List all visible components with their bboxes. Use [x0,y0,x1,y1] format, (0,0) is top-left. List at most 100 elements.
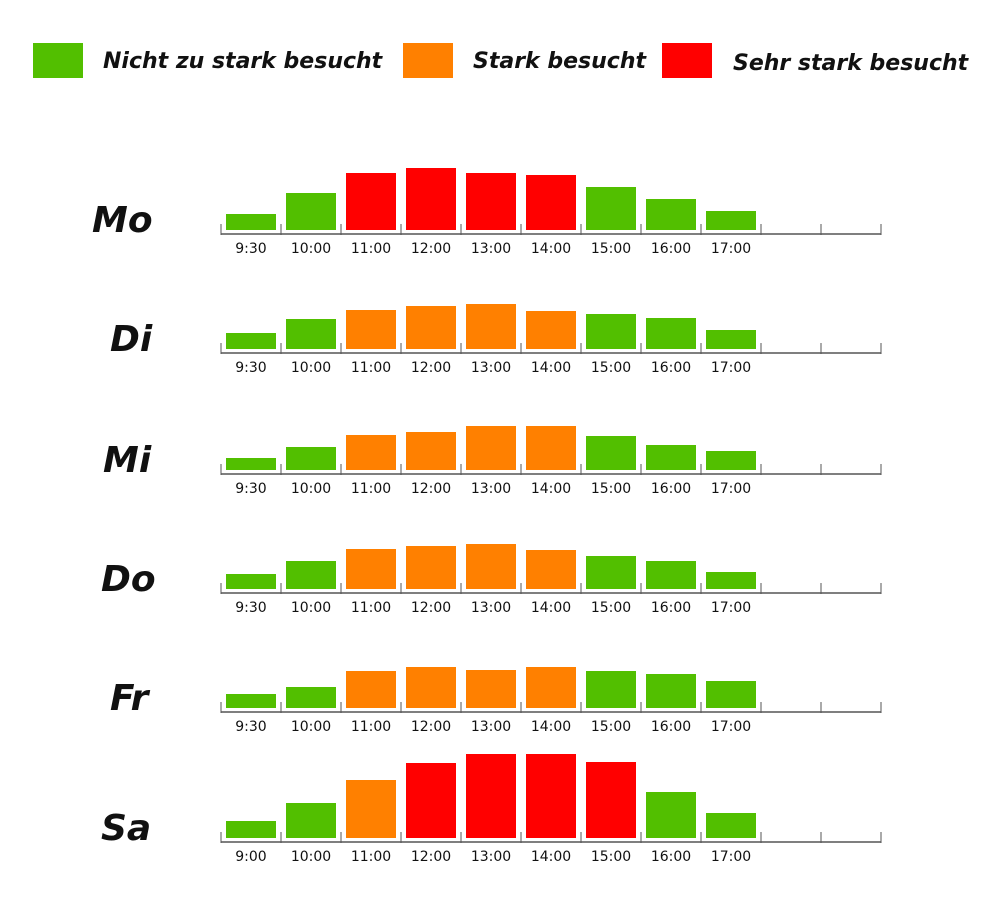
day-panel-di: Di 9:30 10:00 11:00 12:00 13:00 14:00 15:00 16:0… [110,304,882,376]
tick-label: 16:00 [651,481,691,497]
tick-label: 11:00 [351,600,391,616]
bar-1100 [346,549,396,589]
tick-label: 17:00 [711,481,751,497]
day-panels: Mo 9:30 10:00 11:00 12:00 13:00 14:00 15:00 16:0… [92,168,882,865]
tick-label: 13:00 [471,719,511,735]
bar-1400 [526,311,576,349]
bar-1000 [286,193,336,230]
tick-label: 16:00 [651,719,691,735]
bar-930 [226,694,276,708]
tick-label: 17:00 [711,719,751,735]
bar-1400 [526,426,576,470]
bar-1700 [706,451,756,470]
tick-label: 10:00 [291,360,331,376]
bar-1700 [706,572,756,589]
tick-label: 9:00 [235,849,266,865]
bar-1300 [466,173,516,230]
tick-label: 14:00 [531,849,571,865]
bar-1600 [646,561,696,589]
tick-label: 15:00 [591,600,631,616]
bar-1500 [586,436,636,470]
bar-1200 [406,546,456,589]
tick-label: 16:00 [651,849,691,865]
bar-1600 [646,318,696,349]
tick-label: 9:30 [235,719,266,735]
bar-1700 [706,681,756,708]
bar-1600 [646,792,696,838]
tick-label: 16:00 [651,600,691,616]
bar-1600 [646,674,696,708]
bar-1700 [706,813,756,838]
day-label: Sa [101,808,151,849]
tick-label: 10:00 [291,481,331,497]
tick-label: 11:00 [351,241,391,257]
bar-1400 [526,667,576,708]
tick-label: 12:00 [411,481,451,497]
tick-label: 16:00 [651,241,691,257]
bar-1100 [346,780,396,838]
tick-label: 13:00 [471,481,511,497]
legend-label-red: Sehr stark besucht [733,51,970,76]
bar-1600 [646,445,696,470]
bar-1200 [406,168,456,230]
bar-1000 [286,687,336,708]
tick-label: 12:00 [411,360,451,376]
bar-1500 [586,187,636,230]
bar-1000 [286,447,336,470]
day-panel-do: Do 9:30 10:00 11:00 12:00 13:00 14:00 15:00 16:0… [101,544,882,616]
tick-label: 12:00 [411,849,451,865]
day-label: Fr [110,678,151,719]
bar-930 [226,458,276,470]
bar-1300 [466,544,516,589]
tick-label: 17:00 [711,360,751,376]
bar-1500 [586,314,636,349]
day-label: Do [101,559,156,600]
bar-1400 [526,175,576,230]
tick-label: 17:00 [711,241,751,257]
bar-1400 [526,754,576,838]
tick-label: 14:00 [531,719,571,735]
tick-label: 17:00 [711,849,751,865]
tick-label: 15:00 [591,241,631,257]
tick-label: 14:00 [531,360,571,376]
day-label: Mi [103,440,152,481]
legend: Nicht zu stark besucht Stark besucht Seh… [33,43,970,78]
bar-1400 [526,550,576,589]
tick-label: 9:30 [235,481,266,497]
tick-label: 17:00 [711,600,751,616]
legend-label-green: Nicht zu stark besucht [103,49,384,74]
tick-label: 15:00 [591,719,631,735]
bar-1100 [346,173,396,230]
legend-label-orange: Stark besucht [473,49,647,74]
bar-1200 [406,667,456,708]
tick-label: 15:00 [591,481,631,497]
tick-label: 12:00 [411,719,451,735]
legend-swatch-green [33,43,83,78]
bar-1200 [406,306,456,349]
bar-930 [226,214,276,230]
bar-1600 [646,199,696,230]
tick-label: 14:00 [531,481,571,497]
bar-1000 [286,319,336,349]
day-panel-mo: Mo 9:30 10:00 11:00 12:00 13:00 14:00 15:00 16:0… [92,168,882,257]
tick-label: 10:00 [291,719,331,735]
bar-930 [226,574,276,589]
tick-label: 11:00 [351,481,391,497]
tick-label: 11:00 [351,360,391,376]
day-label: Mo [92,200,153,241]
bar-1500 [586,671,636,708]
tick-label: 10:00 [291,849,331,865]
tick-label: 15:00 [591,360,631,376]
bar-1200 [406,432,456,470]
tick-label: 11:00 [351,849,391,865]
bar-1700 [706,330,756,349]
bar-1100 [346,671,396,708]
tick-label: 9:30 [235,600,266,616]
bar-1300 [466,304,516,349]
day-label: Di [110,319,153,360]
bar-1200 [406,763,456,838]
bar-1500 [586,556,636,589]
bar-1500 [586,762,636,838]
bar-1300 [466,670,516,708]
